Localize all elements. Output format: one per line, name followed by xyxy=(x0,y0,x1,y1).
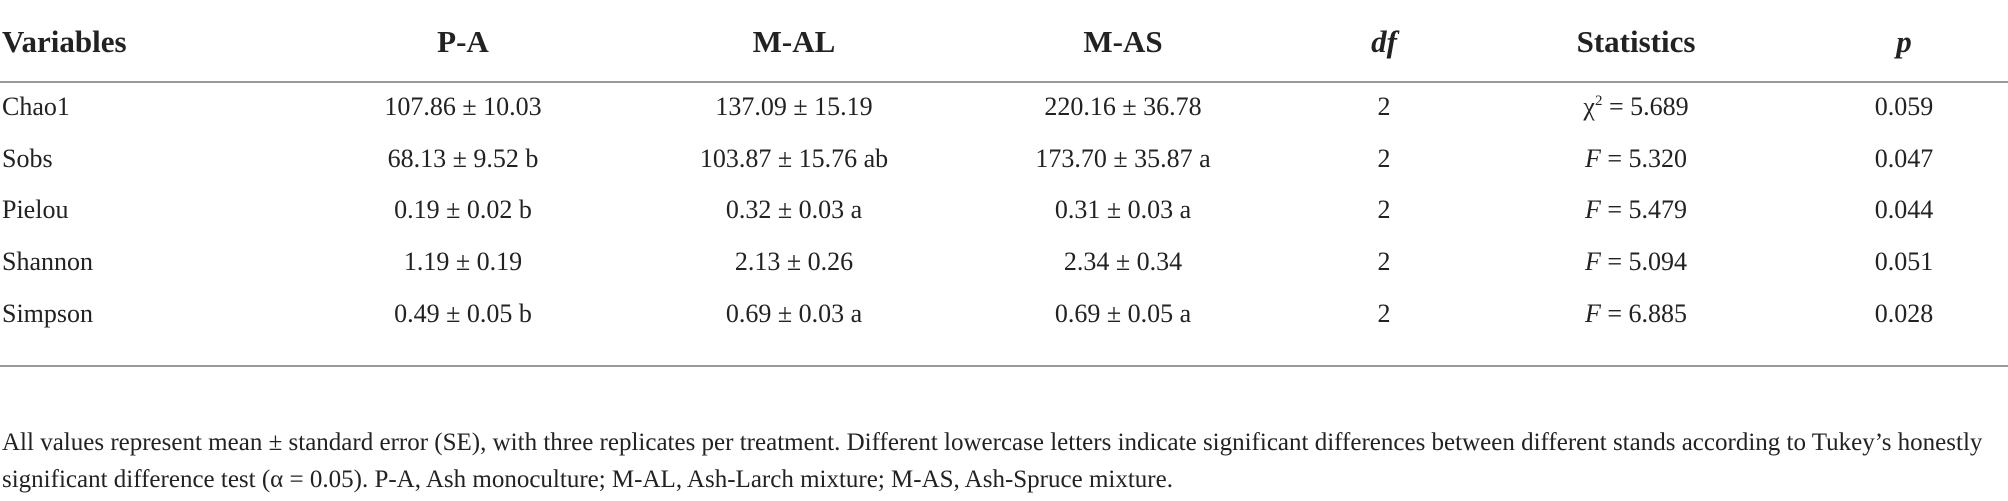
column-header: Statistics xyxy=(1576,24,1696,59)
table-cell: Shannon xyxy=(2,247,93,276)
column-header: df xyxy=(1371,24,1397,59)
table-cell: 220.16 ± 36.78 xyxy=(1044,92,1202,121)
table-cell: Sobs xyxy=(2,144,53,173)
column-header: p xyxy=(1896,24,1912,59)
table-cell: F = 5.320 xyxy=(1585,144,1687,174)
text: χ xyxy=(1583,92,1595,121)
table-cell: Simpson xyxy=(2,299,94,328)
table-cell: 107.86 ± 10.03 xyxy=(384,92,542,121)
header-rule xyxy=(0,81,2008,83)
table-cell: χ2 = 5.689 xyxy=(1583,92,1688,122)
table-cell: 2 xyxy=(1377,92,1391,121)
table-cell: 68.13 ± 9.52 b xyxy=(387,144,539,173)
table-cell: 2 xyxy=(1377,195,1391,224)
table-cell: 0.059 xyxy=(1874,92,1934,121)
table-cell: 0.19 ± 0.02 b xyxy=(394,195,532,224)
text: F xyxy=(1584,144,1601,173)
text: = 5.479 xyxy=(1600,195,1688,224)
table-cell: 0.044 xyxy=(1874,195,1934,224)
table-cell: 0.32 ± 0.03 a xyxy=(725,195,863,224)
table-cell: 0.028 xyxy=(1874,299,1934,328)
table-cell: 137.09 ± 15.19 xyxy=(715,92,873,121)
table-cell: F = 5.479 xyxy=(1585,195,1687,225)
table-cell: F = 6.885 xyxy=(1585,299,1687,329)
text: F xyxy=(1584,299,1601,328)
table-cell: 173.70 ± 35.87 a xyxy=(1035,144,1211,173)
text: F xyxy=(1584,195,1601,224)
table-cell: 0.047 xyxy=(1874,144,1934,173)
column-header: P-A xyxy=(437,24,489,59)
table-cell: 2 xyxy=(1377,299,1391,328)
table-cell: 1.19 ± 0.19 xyxy=(403,247,523,276)
table-cell: 0.051 xyxy=(1874,247,1934,276)
column-header: M-AS xyxy=(1083,24,1163,59)
text: F xyxy=(1584,247,1601,276)
column-header: M-AL xyxy=(752,24,836,59)
table-cell: 0.31 ± 0.03 a xyxy=(1054,195,1192,224)
footnote: All values represent mean ± standard err… xyxy=(2,429,1983,493)
text: = 5.320 xyxy=(1600,144,1688,173)
table-cell: 0.69 ± 0.03 a xyxy=(725,299,863,328)
text: = 6.885 xyxy=(1600,299,1688,328)
column-header: Variables xyxy=(2,24,127,59)
bottom-rule xyxy=(0,365,2008,367)
table-cell: Pielou xyxy=(2,195,69,224)
table-cell: 0.69 ± 0.05 a xyxy=(1054,299,1192,328)
table-cell: Chao1 xyxy=(2,92,70,121)
text: 2 xyxy=(1594,93,1603,109)
table-cell: F = 5.094 xyxy=(1585,247,1687,277)
table-cell: 2.34 ± 0.34 xyxy=(1063,247,1183,276)
table-cell: 2 xyxy=(1377,247,1391,276)
table-cell: 103.87 ± 15.76 ab xyxy=(699,144,889,173)
text: = 5.094 xyxy=(1600,247,1688,276)
table-cell: 0.49 ± 0.05 b xyxy=(394,299,532,328)
text: = 5.689 xyxy=(1602,92,1689,121)
table-cell: 2.13 ± 0.26 xyxy=(734,247,854,276)
table-cell: 2 xyxy=(1377,144,1391,173)
